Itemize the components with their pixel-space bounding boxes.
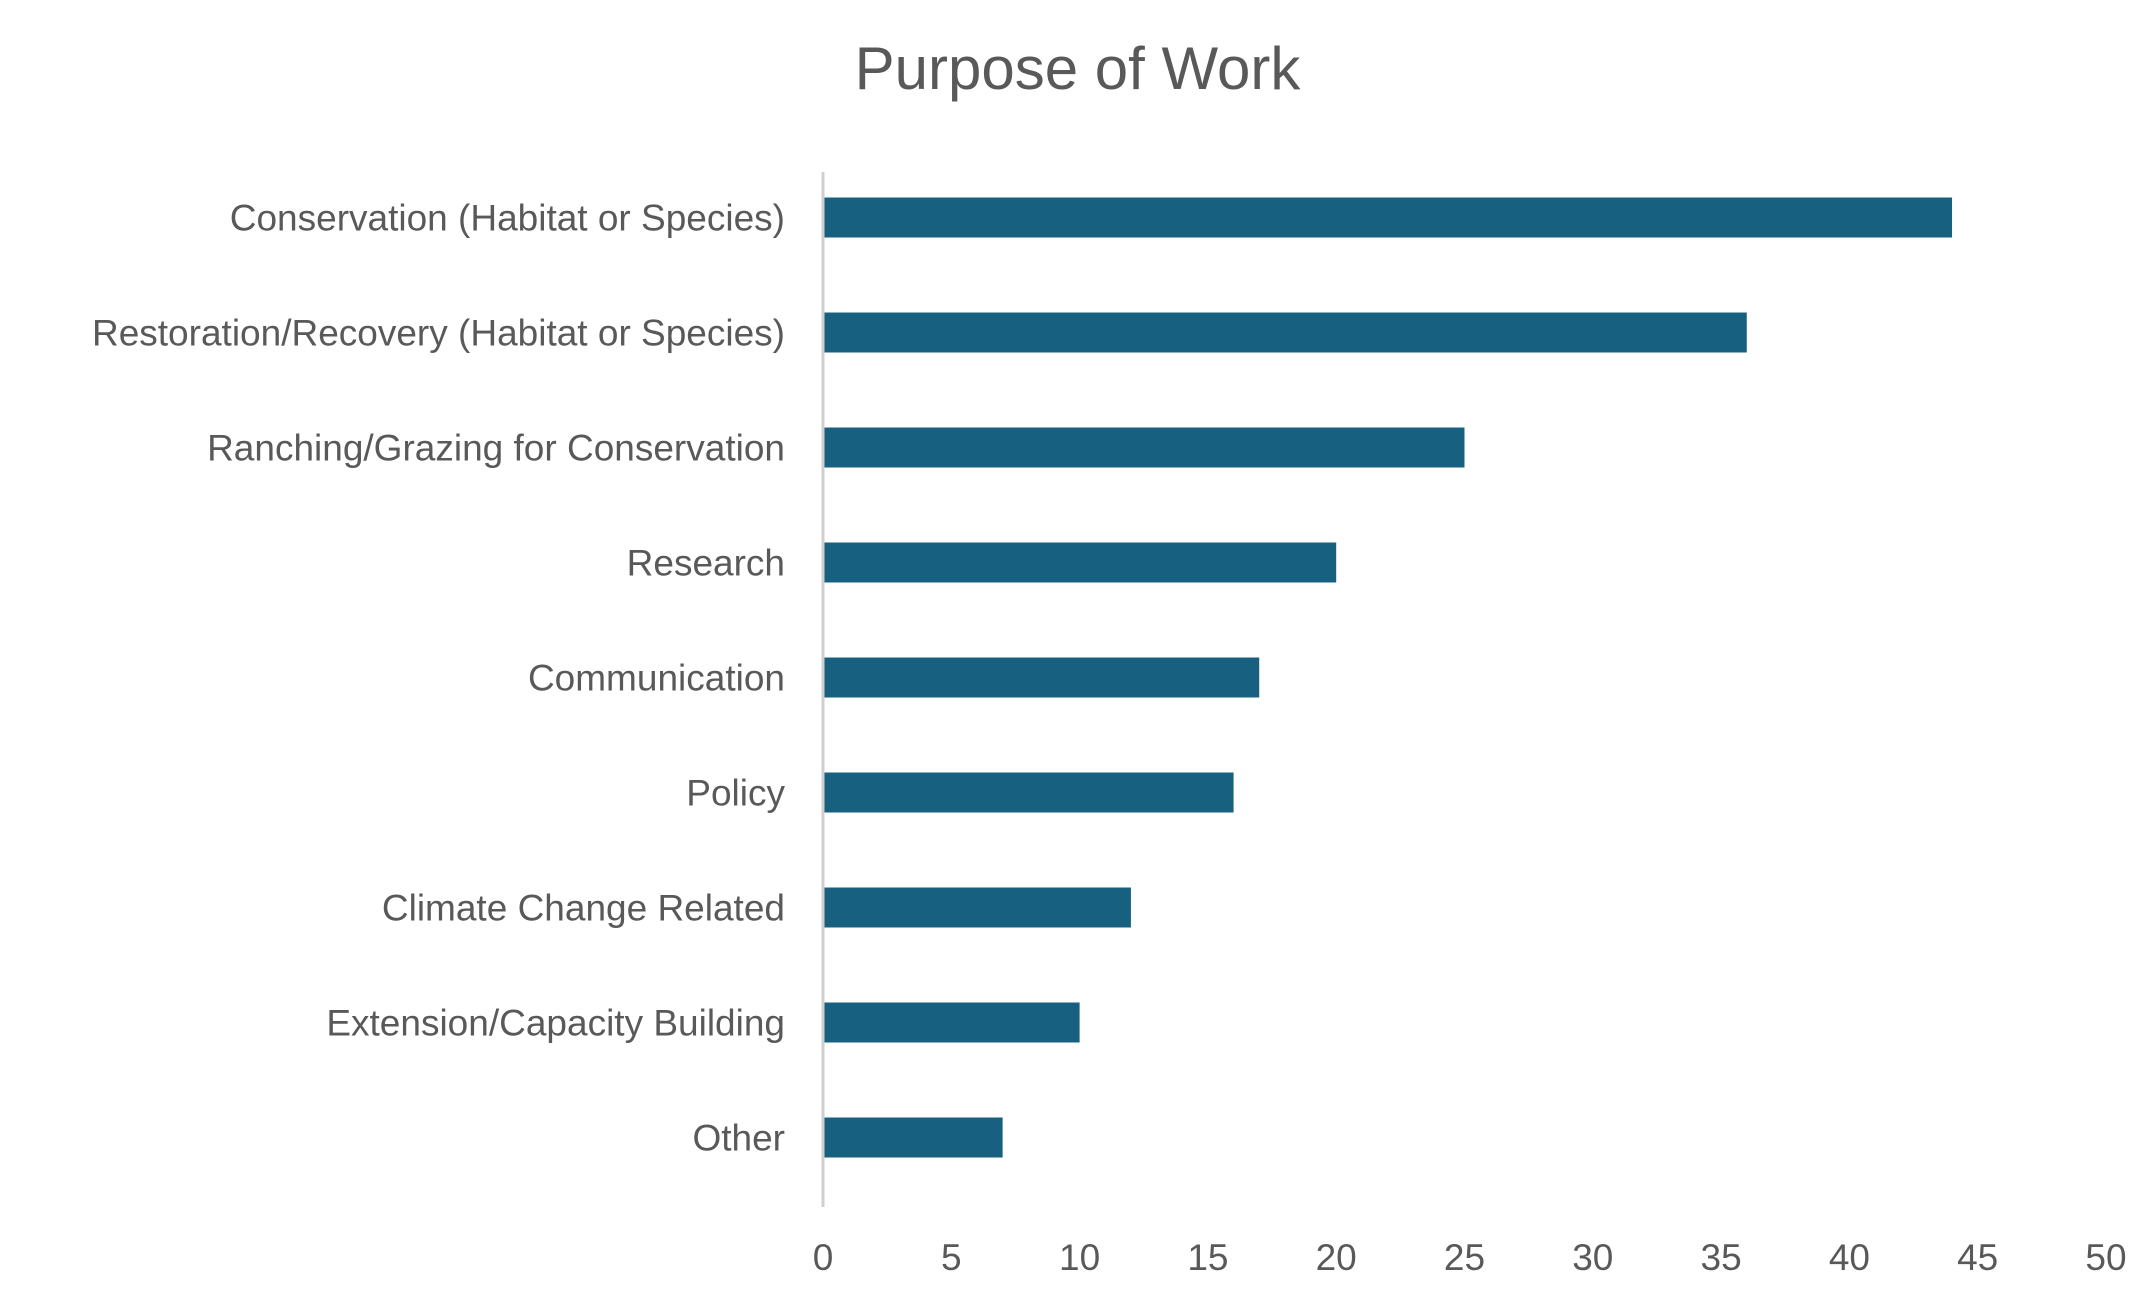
category-label: Communication — [528, 658, 785, 699]
x-tick-label: 25 — [1444, 1237, 1485, 1278]
category-label: Other — [692, 1118, 785, 1159]
bar — [823, 1117, 1003, 1158]
category-label: Policy — [686, 773, 785, 814]
bar — [823, 1002, 1080, 1043]
x-tick-label: 30 — [1572, 1237, 1613, 1278]
bar — [823, 772, 1234, 813]
chart-title: Purpose of Work — [854, 35, 1301, 102]
bar — [823, 197, 1953, 238]
category-label: Conservation (Habitat or Species) — [230, 198, 785, 239]
bar — [823, 542, 1337, 583]
x-tick-label: 40 — [1829, 1237, 1870, 1278]
bar — [823, 427, 1465, 468]
bar — [823, 887, 1131, 928]
category-label: Restoration/Recovery (Habitat or Species… — [92, 313, 785, 354]
x-tick-label: 5 — [941, 1237, 962, 1278]
x-tick-label: 0 — [813, 1237, 834, 1278]
category-label: Extension/Capacity Building — [326, 1003, 785, 1044]
category-label: Ranching/Grazing for Conservation — [207, 428, 785, 469]
x-tick-label: 10 — [1059, 1237, 1100, 1278]
category-label: Research — [627, 543, 785, 584]
bar — [823, 657, 1260, 698]
x-tick-label: 50 — [2085, 1237, 2126, 1278]
category-label: Climate Change Related — [382, 888, 785, 929]
x-tick-label: 15 — [1187, 1237, 1228, 1278]
x-tick-label: 35 — [1701, 1237, 1742, 1278]
x-tick-label: 45 — [1957, 1237, 1998, 1278]
bar — [823, 312, 1747, 353]
x-tick-label: 20 — [1316, 1237, 1357, 1278]
